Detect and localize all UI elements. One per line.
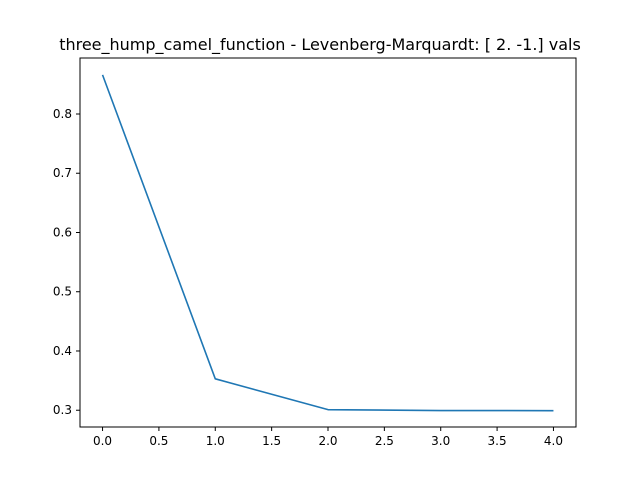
y-tick-label: 0.3 — [53, 403, 72, 417]
y-tick-label: 0.5 — [53, 285, 72, 299]
plot-area: 0.0 0.5 1.0 1.5 2.0 2.5 3.0 3.5 4.0 0.3 0.4 0.5 0.6… — [53, 57, 577, 448]
series-group — [101, 74, 554, 412]
axes-frame — [79, 57, 577, 428]
series-line-0 — [101, 74, 554, 412]
x-tick-label: 3.5 — [488, 434, 507, 448]
x-axis-ticks: 0.0 0.5 1.0 1.5 2.0 2.5 3.0 3.5 4.0 — [93, 427, 563, 448]
x-tick-label: 0.0 — [93, 434, 112, 448]
x-tick-label: 4.0 — [544, 434, 563, 448]
x-tick-label: 3.0 — [431, 434, 450, 448]
y-tick-label: 0.4 — [53, 344, 72, 358]
y-tick-label: 0.6 — [53, 225, 72, 239]
x-tick-label: 2.0 — [318, 434, 337, 448]
chart-title: three_hump_camel_function - Levenberg-Ma… — [59, 35, 581, 55]
y-axis-ticks: 0.3 0.4 0.5 0.6 0.7 0.8 — [53, 107, 80, 417]
x-tick-label: 1.5 — [262, 434, 281, 448]
x-tick-label: 2.5 — [375, 434, 394, 448]
x-tick-label: 0.5 — [149, 434, 168, 448]
y-tick-label: 0.8 — [53, 107, 72, 121]
x-tick-label: 1.0 — [206, 434, 225, 448]
y-tick-label: 0.7 — [53, 166, 72, 180]
